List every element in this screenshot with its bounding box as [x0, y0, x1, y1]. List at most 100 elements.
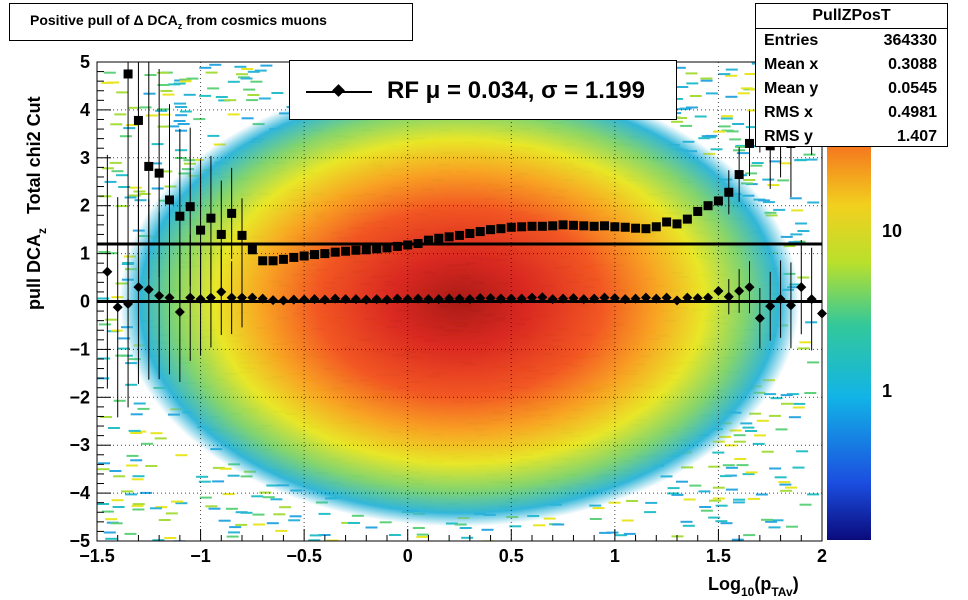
heatmap-bin	[235, 511, 248, 514]
x-tick-label: −1.5	[79, 546, 115, 566]
heatmap-bin	[685, 72, 698, 75]
y-tick-label: −3	[69, 435, 90, 455]
heatmap-bin	[416, 535, 429, 538]
heatmap-bin	[240, 77, 253, 80]
heatmap-bin	[752, 442, 765, 445]
diamond-marker	[102, 266, 113, 277]
heatmap-bin	[745, 471, 758, 474]
diamond-marker	[723, 291, 734, 302]
heatmap-bin	[165, 512, 178, 515]
heatmap-bin	[175, 114, 188, 117]
heatmap-bin	[797, 347, 810, 350]
heatmap-bin	[254, 69, 267, 72]
heatmap-bin	[786, 525, 798, 528]
heatmap-bin	[133, 190, 146, 193]
heatmap-bin	[115, 354, 128, 357]
heatmap-bin	[144, 74, 157, 76]
heatmap-bin	[109, 470, 122, 472]
square-marker	[527, 221, 537, 231]
square-marker	[310, 250, 319, 260]
diamond-marker	[371, 294, 382, 305]
heatmap-bin	[124, 196, 137, 199]
square-marker	[382, 243, 392, 253]
square-marker	[403, 240, 413, 250]
heatmap-bin	[251, 495, 264, 498]
heatmap-bin	[348, 522, 360, 524]
heatmap-bin	[207, 134, 220, 137]
diamond-marker	[237, 292, 247, 303]
y-tick-label: −4	[69, 483, 90, 503]
heatmap-bin	[270, 498, 283, 501]
heatmap-bin	[459, 527, 472, 529]
heatmap-bin	[100, 416, 112, 418]
diamond-marker	[537, 292, 548, 303]
square-marker	[423, 235, 433, 245]
heatmap-bin	[694, 115, 707, 118]
heatmap-bin	[134, 199, 147, 202]
x-axis: −1.5 −1 −0.5 0 0.5 1 1.5 2	[79, 529, 827, 566]
heatmap-bin	[416, 533, 429, 536]
heatmap-bin	[708, 465, 721, 468]
diamond-marker	[309, 294, 320, 305]
square-marker	[506, 222, 516, 232]
heatmap-bin	[262, 496, 275, 499]
square-marker	[496, 224, 506, 234]
heatmap-bin	[308, 539, 321, 541]
heatmap-bin	[117, 347, 130, 350]
heatmap-bin	[718, 125, 731, 128]
heatmap-bin	[733, 434, 746, 437]
diamond-marker	[775, 294, 786, 305]
heatmap-bin	[783, 245, 796, 248]
heatmap-bin	[114, 113, 127, 116]
stats-title: PullZPosT	[756, 4, 947, 29]
heatmap-bin	[780, 235, 793, 238]
heatmap-bin	[155, 506, 168, 509]
heatmap-bin	[734, 458, 747, 460]
heatmap-bin	[715, 520, 728, 523]
heatmap-bin	[379, 521, 392, 524]
heatmap-bin	[125, 493, 138, 496]
diamond-marker	[703, 292, 714, 303]
x-tick-label: 2	[817, 546, 827, 566]
heatmap-bin	[792, 466, 805, 469]
heatmap-bin	[99, 195, 112, 198]
heatmap-bin	[275, 529, 288, 532]
heatmap-bin	[218, 519, 231, 522]
diamond-marker	[527, 292, 537, 303]
diamond-marker	[475, 293, 486, 304]
heatmap-bin	[162, 93, 175, 96]
heatmap-bin	[124, 532, 137, 535]
heatmap-bin	[247, 94, 260, 96]
heatmap-bin	[715, 504, 728, 507]
heatmap-bin	[792, 406, 805, 409]
heatmap-bin	[770, 397, 783, 400]
heatmap-bin	[273, 513, 286, 516]
diamond-marker	[713, 285, 724, 296]
heatmap-bin	[140, 491, 153, 494]
heatmap-bin	[725, 74, 738, 77]
heatmap-bin	[241, 117, 254, 120]
diamond-marker	[143, 284, 154, 295]
stats-row-mean-y: Mean y 0.0545	[764, 80, 937, 97]
diamond-marker	[392, 293, 403, 304]
diamond-marker	[423, 294, 434, 305]
heatmap-bin	[709, 499, 721, 502]
heatmap-bin	[740, 87, 753, 90]
heatmap-bin	[198, 480, 211, 483]
heatmap-bin	[145, 114, 158, 117]
diamond-marker	[247, 292, 258, 303]
diamond-marker	[268, 295, 279, 306]
diamond-marker	[806, 294, 817, 305]
diamond-marker	[340, 294, 351, 305]
heatmap-bin	[807, 493, 820, 496]
y-tick-label: −2	[69, 387, 90, 407]
heatmap-bin	[749, 412, 762, 415]
heatmap-bin	[98, 462, 111, 465]
heatmap-bin	[803, 153, 816, 156]
heatmap-bin	[152, 539, 165, 541]
diamond-marker	[578, 294, 589, 305]
heatmap-bin	[700, 77, 713, 80]
square-marker	[299, 251, 309, 261]
square-marker	[734, 170, 744, 180]
heatmap-bin	[205, 505, 218, 508]
